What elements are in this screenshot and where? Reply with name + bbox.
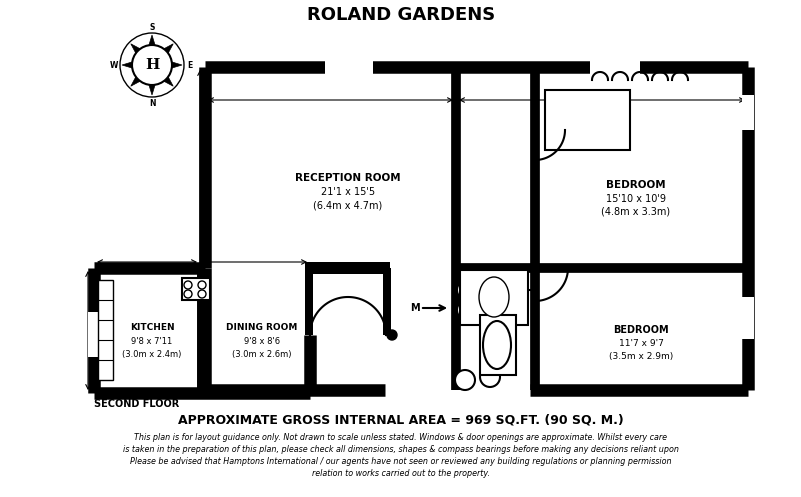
Bar [182,278,210,300]
Text: W: W [110,61,119,70]
Text: (3.5m x 2.9m): (3.5m x 2.9m) [609,352,673,361]
Circle shape [132,45,172,85]
Bar [98,280,113,380]
Text: BEDROOM: BEDROOM [606,180,666,190]
Text: KITCHEN: KITCHEN [130,324,175,332]
Polygon shape [131,65,152,86]
Polygon shape [152,61,182,69]
Text: 9'8 x 8'6: 9'8 x 8'6 [244,337,280,346]
Text: 15'10 x 10'9: 15'10 x 10'9 [606,194,666,204]
Text: Please be advised that Hamptons International / our agents have not seen or revi: Please be advised that Hamptons Internat… [131,457,672,466]
Bar [325,60,373,74]
Text: SECOND FLOOR: SECOND FLOOR [94,399,179,409]
Text: ROLAND GARDENS: ROLAND GARDENS [307,6,495,24]
Text: 21'1 x 15'5: 21'1 x 15'5 [321,187,375,197]
Text: H: H [145,58,159,72]
Circle shape [120,33,184,97]
Text: (3.0m x 2.4m): (3.0m x 2.4m) [123,350,182,359]
Polygon shape [122,61,152,69]
Circle shape [387,330,397,340]
Text: This plan is for layout guidance only. Not drawn to scale unless stated. Windows: This plan is for layout guidance only. N… [135,433,667,442]
Circle shape [455,370,475,390]
Text: (6.4m x 4.7m): (6.4m x 4.7m) [313,200,383,210]
Bar [480,315,516,375]
Bar [305,268,313,335]
Text: N: N [149,98,155,107]
Bar [590,60,640,74]
Polygon shape [152,65,173,86]
Polygon shape [152,44,173,65]
Circle shape [480,367,500,387]
Bar [742,95,754,130]
Circle shape [184,281,192,289]
Bar [742,297,754,339]
Polygon shape [131,44,152,65]
Bar [305,262,390,274]
Text: 11'7 x 9'7: 11'7 x 9'7 [618,339,663,348]
Ellipse shape [479,277,509,317]
Circle shape [457,300,477,320]
Bar [383,268,391,335]
Circle shape [457,280,477,300]
Text: (3.0m x 2.6m): (3.0m x 2.6m) [232,350,292,359]
Text: 9'8 x 7'11: 9'8 x 7'11 [131,337,173,346]
Text: BEDROOM: BEDROOM [614,325,669,335]
Text: DINING ROOM: DINING ROOM [227,324,298,332]
Text: RECEPTION ROOM: RECEPTION ROOM [296,173,400,183]
Text: E: E [187,61,192,70]
Circle shape [184,290,192,298]
Text: S: S [149,22,155,31]
Bar [460,270,528,325]
Polygon shape [148,65,155,95]
Text: M: M [410,303,420,313]
Bar [545,90,630,150]
Text: relation to works carried out to the property.: relation to works carried out to the pro… [312,469,490,478]
Bar [88,312,100,357]
Circle shape [198,290,206,298]
Text: is taken in the preparation of this plan, please check all dimensions, shapes & : is taken in the preparation of this plan… [123,445,679,454]
Ellipse shape [483,321,511,369]
Circle shape [198,281,206,289]
Text: APPROXIMATE GROSS INTERNAL AREA = 969 SQ.FT. (90 SQ. M.): APPROXIMATE GROSS INTERNAL AREA = 969 SQ… [178,414,624,426]
Polygon shape [148,35,155,65]
Text: (4.8m x 3.3m): (4.8m x 3.3m) [602,207,670,217]
